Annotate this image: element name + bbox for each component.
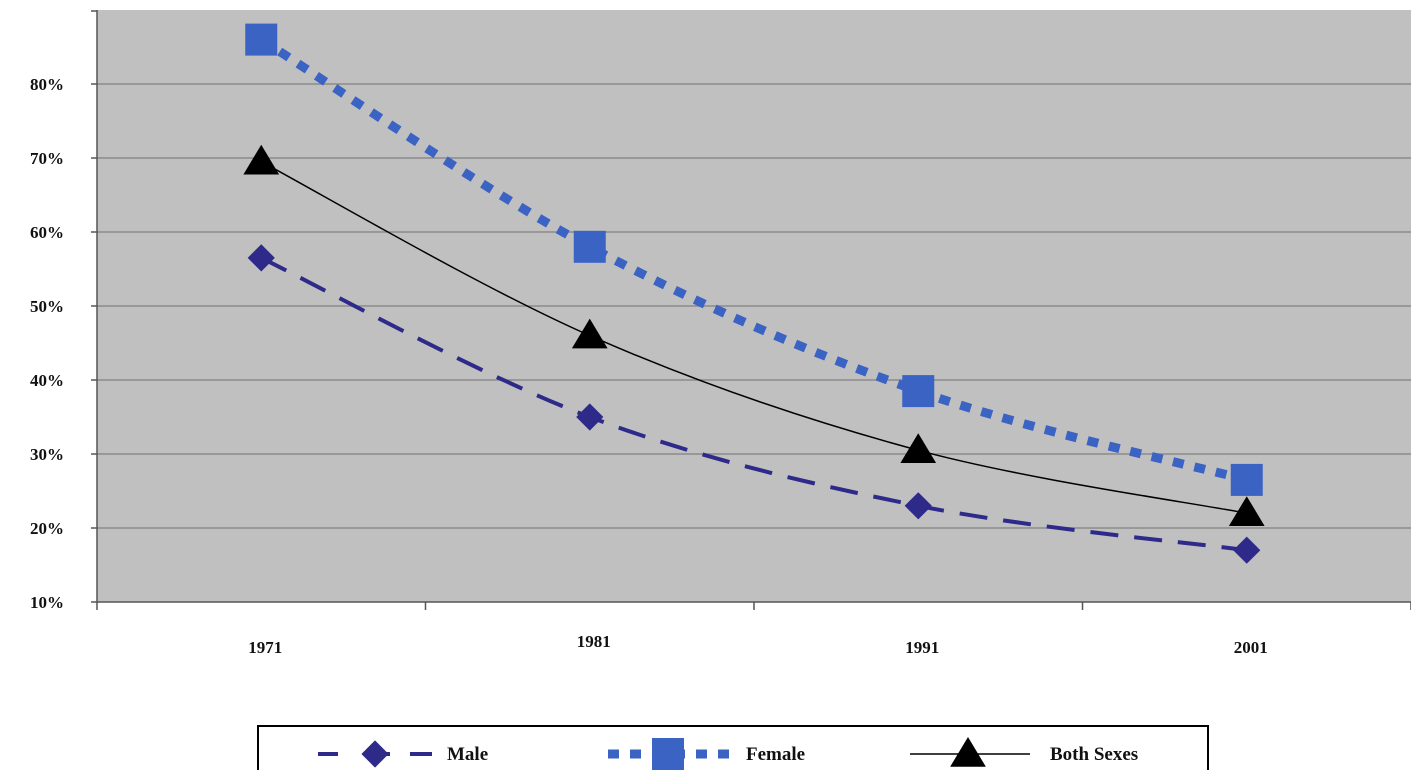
legend-marker-female [652, 738, 684, 770]
y-tick-label: 80% [30, 75, 64, 94]
legend-label-female: Female [746, 744, 805, 765]
legend-label-both-sexes: Both Sexes [1050, 744, 1138, 765]
legend-label-male: Male [447, 744, 488, 765]
y-axis-tick-labels: 10% 20% 30% 40% 50% 60% 70% 80% [30, 75, 64, 612]
data-point-female [902, 375, 935, 408]
x-axis-tick-labels: 1971 1981 1991 2001 [248, 632, 1268, 657]
legend-box [257, 725, 1209, 770]
series-line-both-sexes [260, 160, 1248, 514]
series-lines [258, 35, 1248, 553]
data-point-both-sexes [900, 433, 937, 464]
y-tick-label: 60% [30, 223, 64, 242]
axes [91, 10, 1411, 610]
y-tick-label: 40% [30, 371, 64, 390]
series-line-male [260, 256, 1248, 553]
y-tick-label: 10% [30, 593, 64, 612]
y-tick-label: 50% [30, 297, 64, 316]
data-point-male [904, 492, 932, 520]
series-line-female [258, 35, 1248, 485]
data-point-male [576, 403, 604, 431]
x-tick-label: 1971 [248, 638, 282, 657]
y-tick-label: 20% [30, 519, 64, 538]
x-tick-label: 2001 [1234, 638, 1268, 657]
data-point-male [1233, 536, 1261, 564]
data-point-female [573, 230, 606, 263]
legend: Male Female Both Sexes [257, 725, 1209, 770]
legend-marker-male [361, 740, 389, 768]
data-point-both-sexes [243, 144, 280, 175]
x-tick-label: 1981 [577, 632, 611, 651]
data-point-male [247, 244, 275, 272]
data-point-both-sexes [1228, 496, 1265, 526]
y-tick-label: 70% [30, 149, 64, 168]
legend-marker-both-sexes [950, 737, 986, 767]
data-point-female [245, 23, 278, 56]
y-tick-label: 30% [30, 445, 64, 464]
series-markers [243, 23, 1265, 564]
data-point-female [1230, 463, 1263, 496]
x-tick-label: 1991 [905, 638, 939, 657]
data-point-both-sexes [571, 318, 608, 349]
gridlines [97, 83, 1411, 529]
